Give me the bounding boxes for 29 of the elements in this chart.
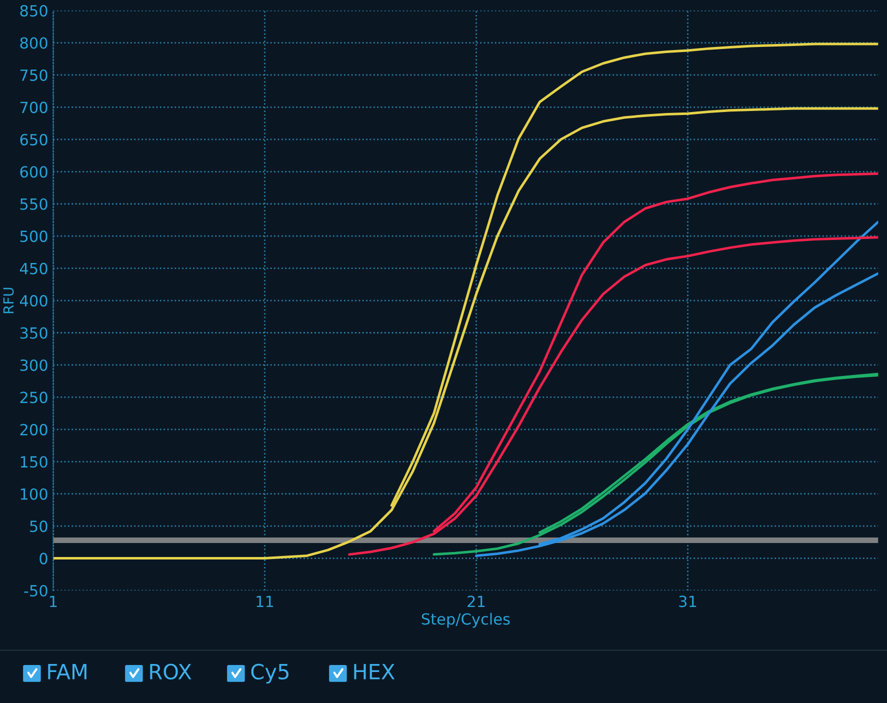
y-tick-label: -50	[24, 584, 48, 597]
y-tick-label: 200	[20, 424, 48, 436]
y-tick-label: 500	[20, 230, 48, 242]
y-tick-label: 750	[20, 69, 48, 82]
text: Cy5	[251, 664, 288, 684]
y-tick-label: 250	[20, 392, 48, 404]
x-tick-label: 31	[679, 596, 696, 608]
y-tick-label: 400	[20, 295, 48, 307]
y-tick-label: 350	[20, 327, 48, 339]
y-tick-label: 550	[20, 198, 48, 210]
y-tick-label: 450	[20, 262, 48, 274]
x-tick-label: 1	[50, 596, 57, 607]
text: HEX	[354, 664, 395, 680]
y-tick-label: 650	[20, 134, 48, 146]
text: ROX	[150, 664, 192, 680]
y-tick-label: 100	[20, 488, 48, 500]
y-tick-label: 800	[20, 37, 48, 49]
x-tick-label: 21	[468, 596, 485, 607]
text: FAM	[48, 664, 86, 680]
y-axis-title: RFU	[3, 288, 14, 314]
x-tick-label: 11	[256, 596, 274, 607]
y-tick-label: 50	[30, 520, 48, 532]
y-tick-label: 300	[20, 359, 48, 371]
x-axis-title: Step/Cycles	[422, 612, 510, 628]
y-tick-label: 150	[20, 456, 48, 468]
y-tick-label: 600	[20, 166, 48, 178]
y-tick-label: 0	[40, 552, 48, 564]
y-tick-label: 700	[20, 102, 48, 114]
y-tick-label: 850	[20, 5, 48, 17]
